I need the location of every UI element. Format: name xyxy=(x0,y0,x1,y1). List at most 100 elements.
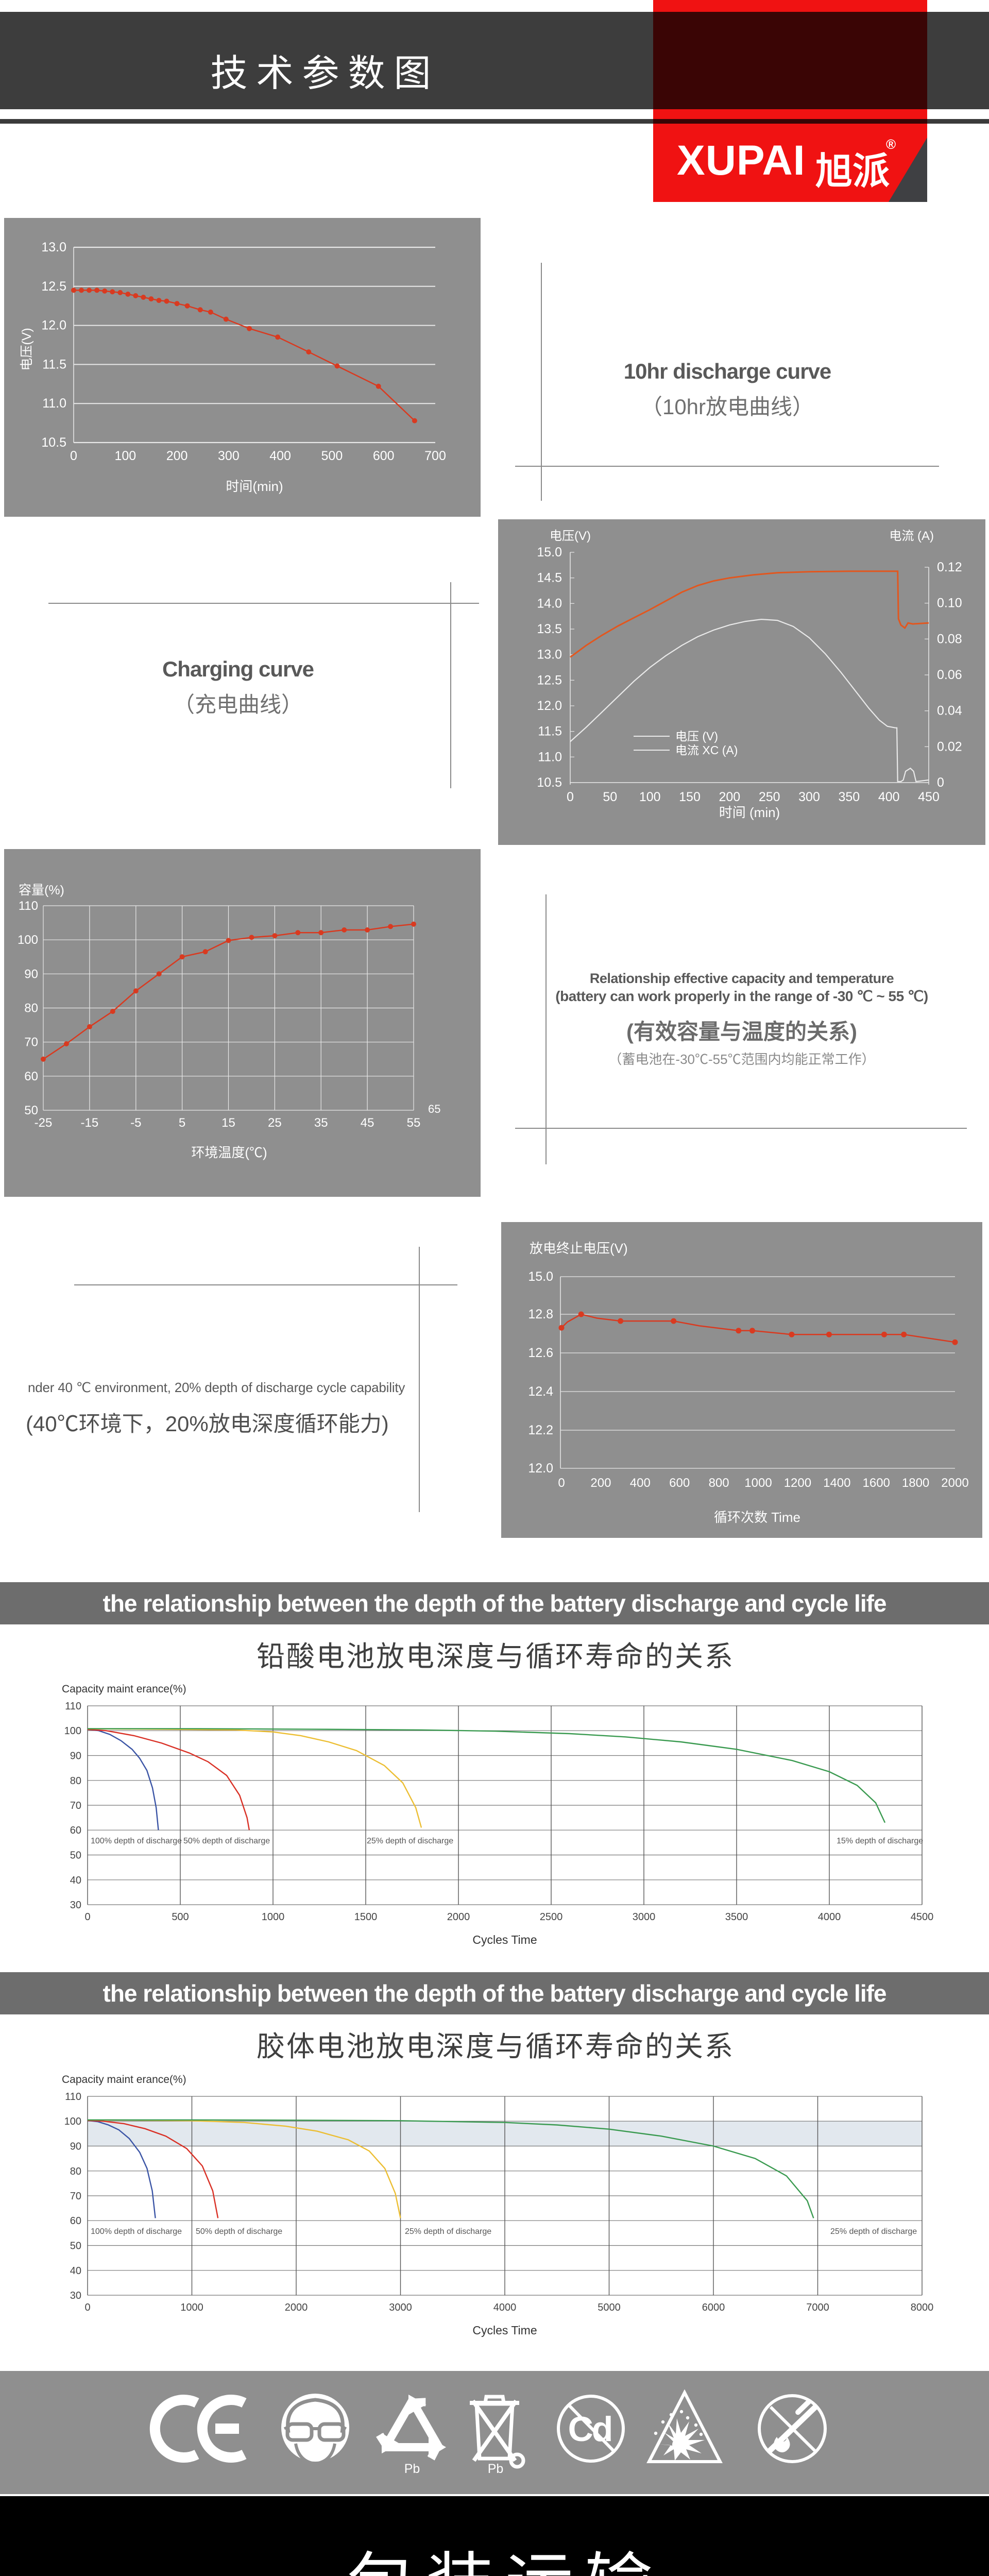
svg-text:0: 0 xyxy=(558,1476,565,1490)
svg-text:环境温度(℃): 环境温度(℃) xyxy=(191,1145,267,1160)
svg-text:0.06: 0.06 xyxy=(937,668,962,682)
svg-text:2500: 2500 xyxy=(540,1911,563,1923)
svg-text:5: 5 xyxy=(179,1116,185,1130)
svg-text:12.5: 12.5 xyxy=(41,279,66,294)
svg-text:6000: 6000 xyxy=(702,2302,725,2313)
svg-text:200: 200 xyxy=(719,790,740,804)
svg-text:Cycles Time: Cycles Time xyxy=(472,2324,537,2337)
svg-text:8000: 8000 xyxy=(911,2302,934,2313)
svg-text:0.04: 0.04 xyxy=(937,704,962,718)
svg-text:3500: 3500 xyxy=(725,1911,748,1923)
svg-text:-15: -15 xyxy=(81,1116,99,1130)
svg-text:25% depth of discharge: 25% depth of discharge xyxy=(830,2227,917,2236)
svg-text:0.10: 0.10 xyxy=(937,596,962,611)
svg-text:时间 (min): 时间 (min) xyxy=(719,805,780,820)
svg-text:110: 110 xyxy=(65,1701,81,1712)
svg-text:1800: 1800 xyxy=(902,1476,929,1490)
svg-text:45: 45 xyxy=(361,1116,374,1130)
svg-text:11.0: 11.0 xyxy=(538,750,562,764)
svg-text:70: 70 xyxy=(70,1800,81,1811)
svg-text:100: 100 xyxy=(639,790,661,804)
svg-text:90: 90 xyxy=(70,1751,81,1762)
svg-text:Pb: Pb xyxy=(488,2462,504,2476)
svg-text:7000: 7000 xyxy=(806,2302,829,2313)
svg-text:14.5: 14.5 xyxy=(537,571,562,585)
svg-text:60: 60 xyxy=(70,2215,81,2227)
svg-text:2000: 2000 xyxy=(285,2302,308,2313)
svg-text:55: 55 xyxy=(407,1116,421,1130)
svg-text:3000: 3000 xyxy=(389,2302,412,2313)
svg-text:0: 0 xyxy=(70,449,77,463)
svg-text:100: 100 xyxy=(64,1725,81,1737)
svg-text:13.5: 13.5 xyxy=(537,622,562,636)
svg-text:Capacity maint erance(%): Capacity maint erance(%) xyxy=(62,2074,186,2086)
svg-text:0: 0 xyxy=(84,1911,90,1923)
svg-text:Capacity maint erance(%): Capacity maint erance(%) xyxy=(62,1683,186,1695)
svg-text:90: 90 xyxy=(24,967,38,981)
svg-text:25: 25 xyxy=(268,1116,282,1130)
svg-text:250: 250 xyxy=(759,790,780,804)
svg-text:90: 90 xyxy=(70,2141,81,2153)
svg-text:100% depth of discharge: 100% depth of discharge xyxy=(91,2227,182,2236)
svg-text:600: 600 xyxy=(669,1476,690,1490)
svg-text:-25: -25 xyxy=(35,1116,53,1130)
svg-text:400: 400 xyxy=(878,790,900,804)
svg-text:2000: 2000 xyxy=(447,1911,470,1923)
svg-text:15.0: 15.0 xyxy=(528,1269,553,1284)
svg-text:电流 XC (A): 电流 XC (A) xyxy=(675,743,738,757)
svg-text:14.0: 14.0 xyxy=(537,596,562,611)
svg-text:400: 400 xyxy=(630,1476,651,1490)
svg-text:110: 110 xyxy=(65,2091,81,2103)
svg-text:13.0: 13.0 xyxy=(537,648,562,662)
svg-text:Cd: Cd xyxy=(568,2410,612,2449)
svg-text:11.0: 11.0 xyxy=(42,396,66,411)
svg-text:25% depth of discharge: 25% depth of discharge xyxy=(405,2227,491,2236)
svg-text:1500: 1500 xyxy=(354,1911,378,1923)
svg-text:电流 (A): 电流 (A) xyxy=(889,529,934,543)
svg-text:0: 0 xyxy=(84,2302,90,2313)
svg-text:65: 65 xyxy=(428,1103,440,1115)
svg-text:0.08: 0.08 xyxy=(937,632,962,646)
svg-text:100: 100 xyxy=(114,449,136,463)
svg-text:600: 600 xyxy=(373,449,395,463)
svg-text:4000: 4000 xyxy=(493,2302,517,2313)
svg-text:25% depth of discharge: 25% depth of discharge xyxy=(367,1837,453,1845)
svg-text:60: 60 xyxy=(70,1825,81,1836)
svg-text:60: 60 xyxy=(24,1070,38,1083)
svg-text:30: 30 xyxy=(70,1900,81,1911)
svg-text:3000: 3000 xyxy=(633,1911,656,1923)
svg-text:0.02: 0.02 xyxy=(937,739,962,754)
svg-text:11.5: 11.5 xyxy=(42,357,66,371)
svg-text:1400: 1400 xyxy=(823,1476,850,1490)
svg-text:-5: -5 xyxy=(130,1116,141,1130)
svg-text:300: 300 xyxy=(798,790,820,804)
svg-text:电压(V): 电压(V) xyxy=(20,328,34,370)
svg-text:50% depth of discharge: 50% depth of discharge xyxy=(196,2227,282,2236)
svg-text:100: 100 xyxy=(64,2116,81,2127)
svg-text:15% depth of discharge: 15% depth of discharge xyxy=(837,1837,923,1845)
svg-text:80: 80 xyxy=(70,2166,81,2177)
svg-text:200: 200 xyxy=(166,449,188,463)
svg-text:电压 (V): 电压 (V) xyxy=(675,730,718,743)
svg-text:1200: 1200 xyxy=(784,1476,811,1490)
svg-text:12.5: 12.5 xyxy=(537,673,562,687)
svg-text:300: 300 xyxy=(218,449,240,463)
svg-text:80: 80 xyxy=(70,1775,81,1787)
svg-text:450: 450 xyxy=(918,790,940,804)
svg-text:50: 50 xyxy=(70,1850,81,1861)
svg-text:30: 30 xyxy=(70,2290,81,2301)
svg-text:0.12: 0.12 xyxy=(937,560,962,574)
svg-text:100: 100 xyxy=(18,933,38,947)
svg-text:400: 400 xyxy=(269,449,291,463)
svg-text:12.0: 12.0 xyxy=(41,318,66,333)
svg-text:35: 35 xyxy=(314,1116,328,1130)
svg-text:1000: 1000 xyxy=(744,1476,772,1490)
svg-text:40: 40 xyxy=(70,1875,81,1886)
svg-text:350: 350 xyxy=(838,790,860,804)
svg-text:700: 700 xyxy=(424,449,446,463)
svg-text:15.0: 15.0 xyxy=(537,545,562,560)
svg-text:110: 110 xyxy=(19,899,38,913)
svg-text:1000: 1000 xyxy=(262,1911,285,1923)
svg-text:10.5: 10.5 xyxy=(537,775,562,790)
svg-text:150: 150 xyxy=(679,790,701,804)
